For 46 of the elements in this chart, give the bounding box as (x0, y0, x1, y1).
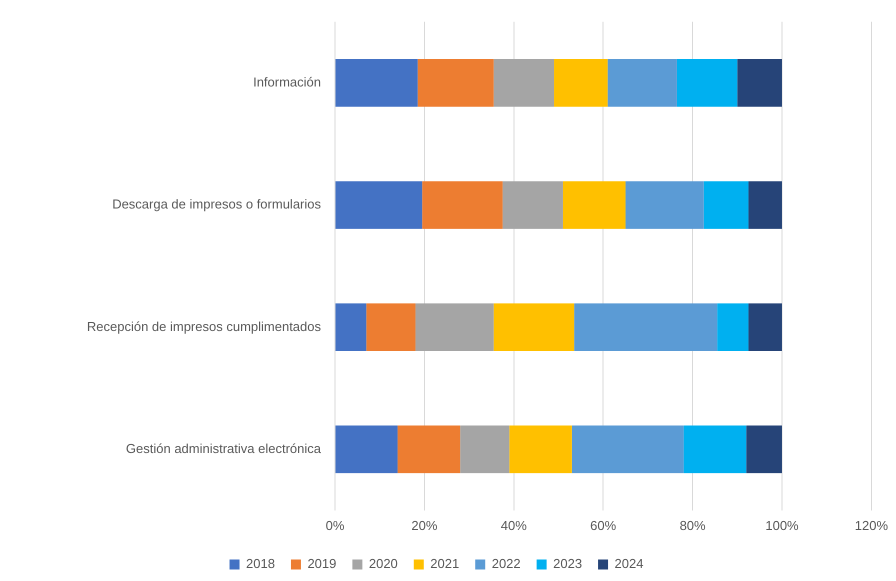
y-tick-label: Descarga de impresos o formularios (112, 196, 322, 212)
y-tick-label: Recepción de impresos cumplimentados (86, 318, 322, 334)
bar (415, 303, 494, 351)
x-tick-label: 120% (854, 518, 888, 533)
legend-label: 2019 (307, 556, 336, 572)
bar (554, 59, 608, 107)
bar (737, 59, 782, 107)
bar (717, 303, 748, 351)
bar (336, 426, 398, 474)
legend-label: 2023 (553, 556, 582, 572)
bar (746, 426, 782, 474)
x-tick-label: 60% (590, 518, 617, 533)
legend-label: 2021 (430, 556, 460, 572)
bar (502, 181, 563, 229)
bar (562, 181, 626, 229)
bar (398, 426, 460, 474)
legend-label: 2024 (614, 556, 644, 572)
x-tick-label: 40% (500, 518, 528, 533)
bar (460, 426, 510, 474)
bar (748, 181, 782, 229)
legend-label: 2020 (368, 556, 398, 572)
x-tick-label: 80% (680, 518, 706, 533)
bar (574, 303, 718, 351)
bar (608, 59, 677, 107)
bar (626, 181, 704, 229)
bar (684, 426, 746, 474)
legend-label: 2018 (246, 556, 275, 572)
bar (509, 426, 572, 474)
x-tick-label: 0% (326, 518, 345, 533)
x-tick-label: 20% (411, 518, 438, 533)
y-tick-label: Gestión administrativa electrónica (126, 440, 322, 456)
bar (748, 303, 782, 351)
bar (494, 59, 554, 107)
bar (366, 303, 416, 351)
bar (336, 303, 366, 351)
bar (336, 181, 422, 229)
bar (494, 303, 574, 351)
legend-label: 2022 (492, 556, 521, 572)
bar (422, 181, 503, 229)
y-tick-label: Información (253, 74, 321, 90)
x-tick-label: 100% (765, 518, 800, 533)
bar (572, 426, 684, 474)
bar (418, 59, 494, 107)
bar (336, 59, 418, 107)
bar (704, 181, 748, 229)
bar (676, 59, 738, 107)
